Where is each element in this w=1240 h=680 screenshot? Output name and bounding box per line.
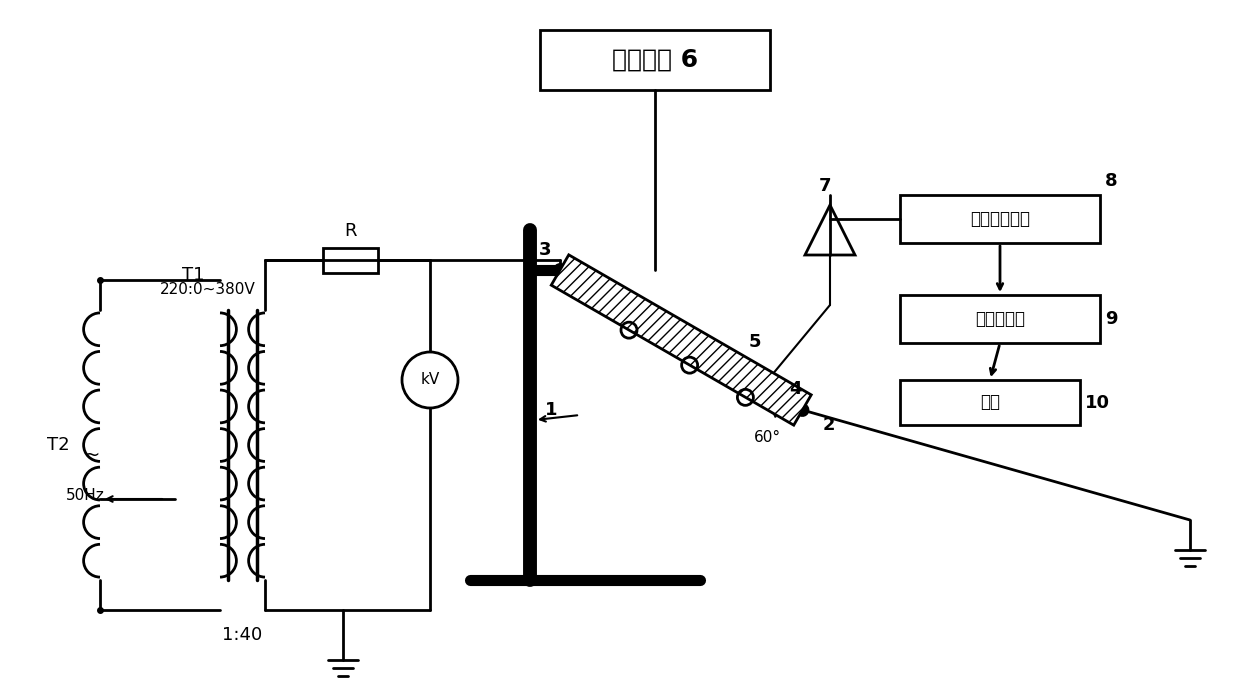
Text: kV: kV [420, 373, 440, 388]
Bar [900, 195, 1100, 243]
Text: 3: 3 [538, 241, 552, 259]
Text: 滤波放大电路: 滤波放大电路 [970, 210, 1030, 228]
Text: 5: 5 [749, 333, 761, 351]
Text: T1: T1 [182, 266, 205, 284]
Text: 60°: 60° [754, 430, 781, 445]
Text: 220:0~380V: 220:0~380V [160, 282, 255, 298]
Circle shape [402, 352, 458, 408]
Text: 7: 7 [818, 177, 831, 195]
Text: 50Hz: 50Hz [66, 488, 104, 503]
Text: 10: 10 [1085, 394, 1110, 411]
Text: 1:40: 1:40 [222, 626, 263, 644]
Text: 电脑: 电脑 [980, 394, 999, 411]
Text: 数据采集卡: 数据采集卡 [975, 310, 1025, 328]
Bar [322, 248, 377, 273]
Text: 8: 8 [1105, 172, 1117, 190]
Polygon shape [552, 255, 811, 425]
Text: 滴水装置 6: 滴水装置 6 [611, 48, 698, 72]
Bar [900, 295, 1100, 343]
Text: ~: ~ [84, 445, 100, 464]
Text: R: R [343, 222, 356, 239]
Text: 4: 4 [789, 380, 801, 398]
Text: 2: 2 [822, 416, 835, 434]
Text: 1: 1 [546, 401, 558, 419]
Bar [900, 380, 1080, 425]
Text: 9: 9 [1105, 310, 1117, 328]
Text: T2: T2 [47, 436, 69, 454]
Bar [539, 30, 770, 90]
